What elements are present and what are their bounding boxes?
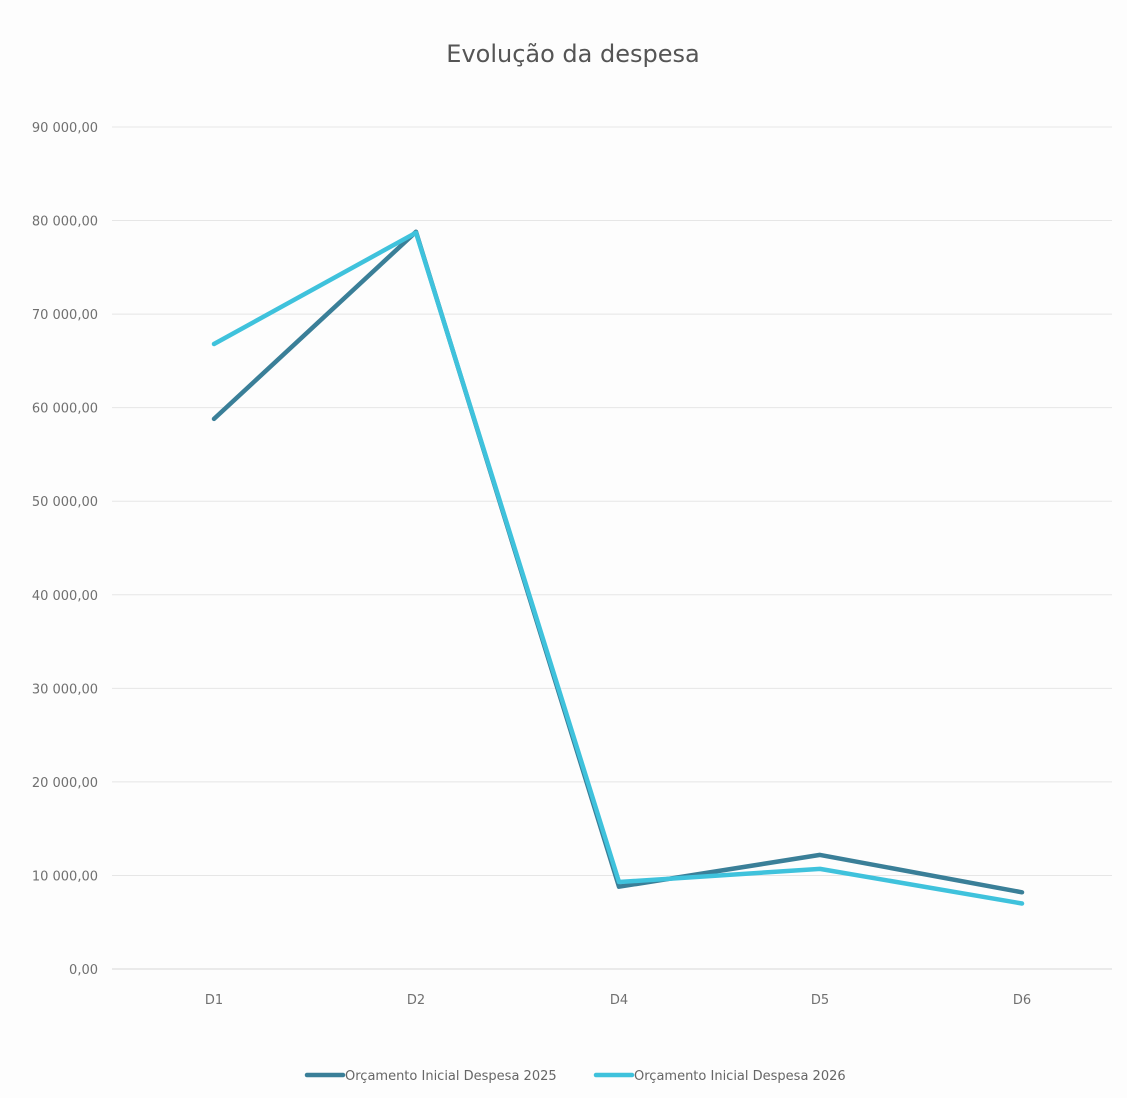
legend-label-1: Orçamento Inicial Despesa 2025 xyxy=(345,1069,557,1084)
series-line-2 xyxy=(211,230,1025,906)
x-tick-label: D4 xyxy=(610,993,628,1008)
x-tick-label: D2 xyxy=(407,993,425,1008)
y-tick-label: 70 000,00 xyxy=(32,308,98,323)
x-tick-label: D6 xyxy=(1013,993,1031,1008)
legend-label-2: Orçamento Inicial Despesa 2026 xyxy=(634,1069,846,1084)
legend: Orçamento Inicial Despesa 2025 Orçamento … xyxy=(304,1069,846,1084)
y-tick-label: 10 000,00 xyxy=(32,869,98,884)
x-tick-label: D1 xyxy=(205,993,223,1008)
y-tick-label: 0,00 xyxy=(69,963,98,978)
y-tick-label: 60 000,00 xyxy=(32,402,98,417)
chart-title: Evolução da despesa xyxy=(446,40,699,68)
y-tick-label: 50 000,00 xyxy=(32,495,98,510)
x-tick-label: D5 xyxy=(811,993,829,1008)
y-tick-label: 30 000,00 xyxy=(32,682,98,697)
y-tick-label: 90 000,00 xyxy=(32,121,98,136)
x-axis-ticks: D1 D2 D4 D5 D6 xyxy=(205,993,1031,1008)
y-tick-label: 20 000,00 xyxy=(32,776,98,791)
gridlines xyxy=(112,126,1112,970)
series-lines xyxy=(211,229,1025,906)
y-tick-label: 80 000,00 xyxy=(32,215,98,230)
y-tick-label: 40 000,00 xyxy=(32,589,98,604)
series-line-1 xyxy=(211,229,1025,895)
y-axis-ticks: 0,00 10 000,00 20 000,00 30 000,00 40 000,00… xyxy=(32,121,98,978)
